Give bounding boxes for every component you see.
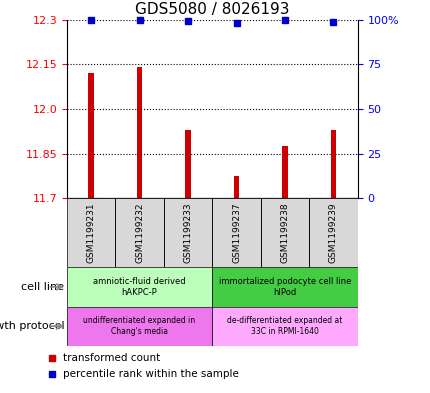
Bar — [163, 198, 212, 267]
Text: amniotic-fluid derived
hAKPC-P: amniotic-fluid derived hAKPC-P — [93, 277, 185, 297]
Text: GSM1199237: GSM1199237 — [231, 202, 240, 263]
Bar — [309, 198, 357, 267]
Text: GSM1199232: GSM1199232 — [135, 203, 144, 263]
Bar — [185, 130, 190, 198]
Text: cell line: cell line — [22, 282, 64, 292]
Bar — [115, 198, 163, 267]
Text: undifferentiated expanded in
Chang's media: undifferentiated expanded in Chang's med… — [83, 316, 195, 336]
Text: de-differentiated expanded at
33C in RPMI-1640: de-differentiated expanded at 33C in RPM… — [227, 316, 342, 336]
Bar — [136, 67, 142, 198]
Bar — [212, 307, 357, 346]
Bar — [281, 146, 287, 198]
Bar — [212, 198, 260, 267]
Text: growth protocol: growth protocol — [0, 321, 64, 331]
Bar — [260, 198, 309, 267]
Title: GDS5080 / 8026193: GDS5080 / 8026193 — [135, 2, 289, 17]
Text: GSM1199238: GSM1199238 — [280, 202, 289, 263]
Bar — [67, 307, 212, 346]
Text: immortalized podocyte cell line
hIPod: immortalized podocyte cell line hIPod — [218, 277, 350, 297]
Text: GSM1199233: GSM1199233 — [183, 202, 192, 263]
Bar — [67, 267, 212, 307]
Text: transformed count: transformed count — [63, 353, 160, 363]
Text: GSM1199231: GSM1199231 — [86, 202, 95, 263]
Text: GSM1199239: GSM1199239 — [328, 202, 337, 263]
Bar — [330, 130, 336, 198]
Bar — [212, 267, 357, 307]
Text: percentile rank within the sample: percentile rank within the sample — [63, 369, 239, 379]
Bar — [233, 176, 239, 198]
Bar — [67, 198, 115, 267]
Bar — [88, 73, 94, 198]
